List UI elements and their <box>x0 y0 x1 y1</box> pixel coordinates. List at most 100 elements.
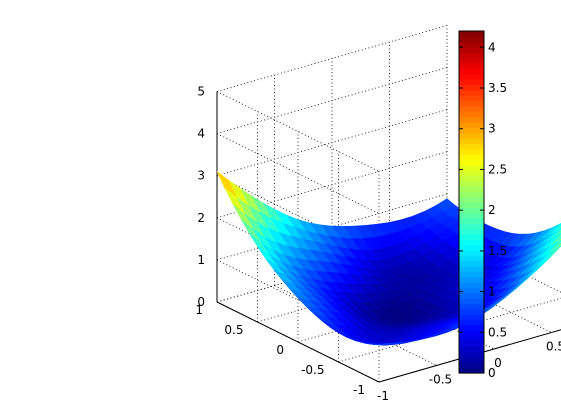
colorbar-band <box>459 282 484 289</box>
colorbar-tick-label: 3.5 <box>488 81 507 95</box>
colorbar-band <box>459 228 484 235</box>
surface-patch <box>556 226 561 231</box>
colorbar-band <box>459 250 484 257</box>
colorbar-band <box>459 116 484 123</box>
wall-grid-line <box>216 133 380 214</box>
colorbar-band <box>459 314 484 321</box>
colorbar-band <box>459 244 484 251</box>
colorbar-tick-label: 1 <box>488 285 496 299</box>
y-tick-label: 0 <box>276 343 284 357</box>
colorbar-band <box>459 351 484 358</box>
colorbar-band <box>459 239 484 246</box>
colorbar-band <box>459 143 484 150</box>
colorbar-frame <box>458 30 485 374</box>
colorbar-band <box>459 346 484 353</box>
colorbar-tick-label: 0.5 <box>488 325 507 339</box>
colorbar-band <box>459 41 484 48</box>
colorbar-band <box>459 84 484 91</box>
colorbar-band <box>459 148 484 155</box>
colorbar-band <box>459 153 484 160</box>
colorbar-band <box>459 287 484 294</box>
colorbar: 0 0.5 1 1.5 2 2.5 3 3.5 4 <box>458 30 507 380</box>
x-tick-label: 0.5 <box>546 340 561 354</box>
colorbar-band <box>459 169 484 176</box>
z-tick-label: 0 <box>197 295 205 309</box>
surface-patch <box>558 237 561 242</box>
z-tick-label: 3 <box>197 169 205 183</box>
wall-grid-line <box>216 91 380 172</box>
colorbar-band <box>459 63 484 69</box>
colorbar-band <box>459 105 484 112</box>
colorbar-band <box>459 89 484 96</box>
floor-grid-line <box>389 252 552 333</box>
colorbar-band <box>459 202 484 208</box>
colorbar-band <box>459 367 484 374</box>
colorbar-band <box>459 298 484 305</box>
colorbar-band <box>459 223 484 230</box>
colorbar-band <box>459 159 484 166</box>
wall-grid-line <box>216 25 448 92</box>
surface-patch <box>370 343 391 345</box>
colorbar-band <box>459 191 484 198</box>
colorbar-band <box>459 335 484 342</box>
colorbar-band <box>459 260 484 267</box>
colorbar-band <box>459 356 484 363</box>
colorbar-band <box>459 255 484 262</box>
colorbar-band <box>459 95 484 102</box>
colorbar-band <box>459 68 484 75</box>
colorbar-band <box>459 111 484 118</box>
y-tick-label: 1 <box>195 303 203 317</box>
y-axis-line <box>216 301 380 383</box>
colorbar-band <box>459 175 484 182</box>
colorbar-tick-label: 2.5 <box>488 162 507 176</box>
colorbar-band <box>459 319 484 326</box>
x-tick-label: -1 <box>377 389 389 403</box>
colorbar-tick-label: 1.5 <box>488 244 507 258</box>
x-axis-line <box>378 329 561 383</box>
y-tick-label: -1 <box>353 383 365 397</box>
colorbar-band <box>459 324 484 331</box>
colorbar-band <box>459 292 484 299</box>
colorbar-band <box>459 132 484 139</box>
colorbar-band <box>459 36 484 43</box>
y-tick-label: 0.5 <box>224 323 243 337</box>
colorbar-band <box>459 185 484 192</box>
z-tick-label: 2 <box>197 211 205 225</box>
colorbar-band <box>459 164 484 171</box>
colorbar-tick-label: 4 <box>488 40 496 54</box>
y-tick-label: -0.5 <box>301 363 324 377</box>
colorbar-band <box>459 207 484 214</box>
colorbar-band <box>459 100 484 107</box>
colorbar-band <box>459 340 484 347</box>
colorbar-band <box>459 330 484 337</box>
colorbar-band <box>459 308 484 315</box>
colorbar-band <box>459 79 484 86</box>
x-tick-label: 0 <box>494 356 502 370</box>
floor-grid-line <box>274 285 437 366</box>
colorbar-band <box>459 31 484 37</box>
colorbar-band <box>459 180 484 187</box>
colorbar-band <box>459 137 484 144</box>
colorbar-band <box>459 196 484 203</box>
z-tick-label: 4 <box>197 127 205 141</box>
x-tick-label: -0.5 <box>429 373 452 387</box>
colorbar-band <box>459 73 484 80</box>
colorbar-band <box>459 57 484 64</box>
colorbar-band <box>459 212 484 219</box>
colorbar-band <box>459 47 484 53</box>
colorbar-band <box>459 271 484 278</box>
colorbar-band <box>459 276 484 283</box>
colorbar-band <box>459 362 484 369</box>
colorbar-tick-label: 2 <box>488 203 496 217</box>
colorbar-band <box>459 121 484 128</box>
wall-grid-line <box>216 67 448 134</box>
wall-grid-line <box>216 151 448 219</box>
wall-grid-line <box>216 109 448 177</box>
z-tick-label: 5 <box>197 85 205 99</box>
z-tick-label: 1 <box>197 253 205 267</box>
colorbar-tick-label: 0 <box>488 366 496 380</box>
colorbar-band <box>459 218 484 224</box>
colorbar-band <box>459 52 484 59</box>
